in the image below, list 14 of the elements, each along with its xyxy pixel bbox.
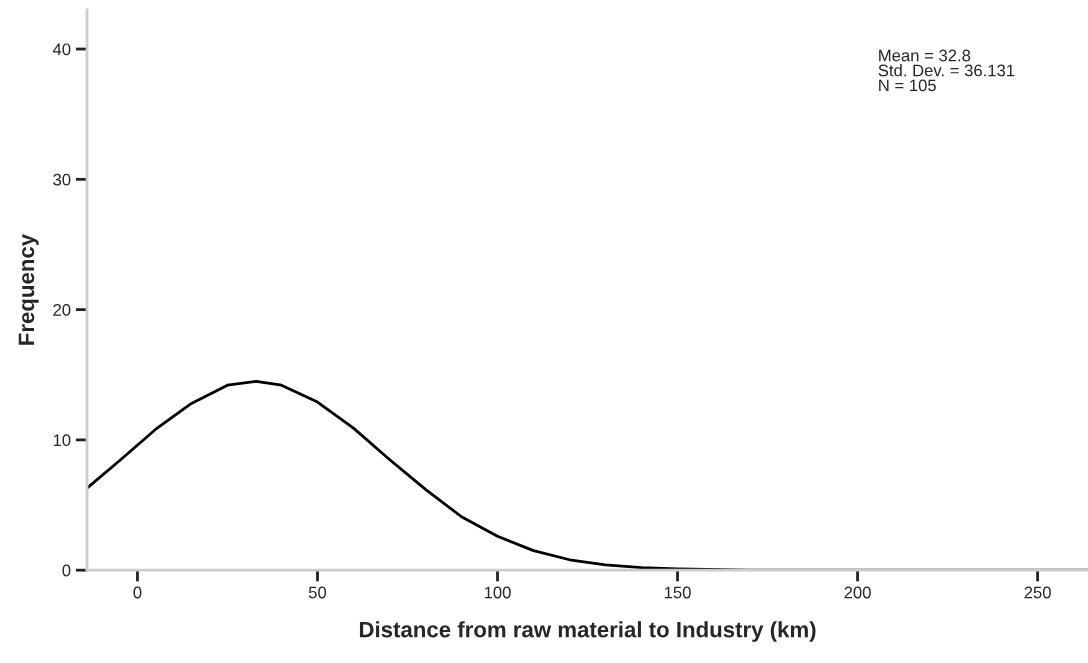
y-tick-label: 10 — [53, 434, 71, 447]
x-tick-label: 200 — [844, 586, 871, 599]
y-tick-label: 0 — [62, 564, 71, 577]
y-tick-label: 40 — [52, 43, 71, 56]
y-tick-label: 20 — [53, 304, 71, 316]
y-axis-title: Frequency — [18, 233, 39, 345]
annotation: Mean = 32.8 Std. Dev. = 36.131 N = 105 — [878, 49, 1015, 92]
y-tick-label: 30 — [53, 173, 71, 186]
x-axis-title: Distance from raw material to Industry (km) — [359, 621, 816, 642]
x-tick-label: 0 — [133, 586, 142, 599]
x-tick-label: 50 — [308, 586, 327, 599]
x-tick-label: 250 — [1024, 586, 1051, 599]
x-tick-label: 100 — [484, 586, 511, 599]
x-tick-label: 150 — [664, 586, 691, 599]
